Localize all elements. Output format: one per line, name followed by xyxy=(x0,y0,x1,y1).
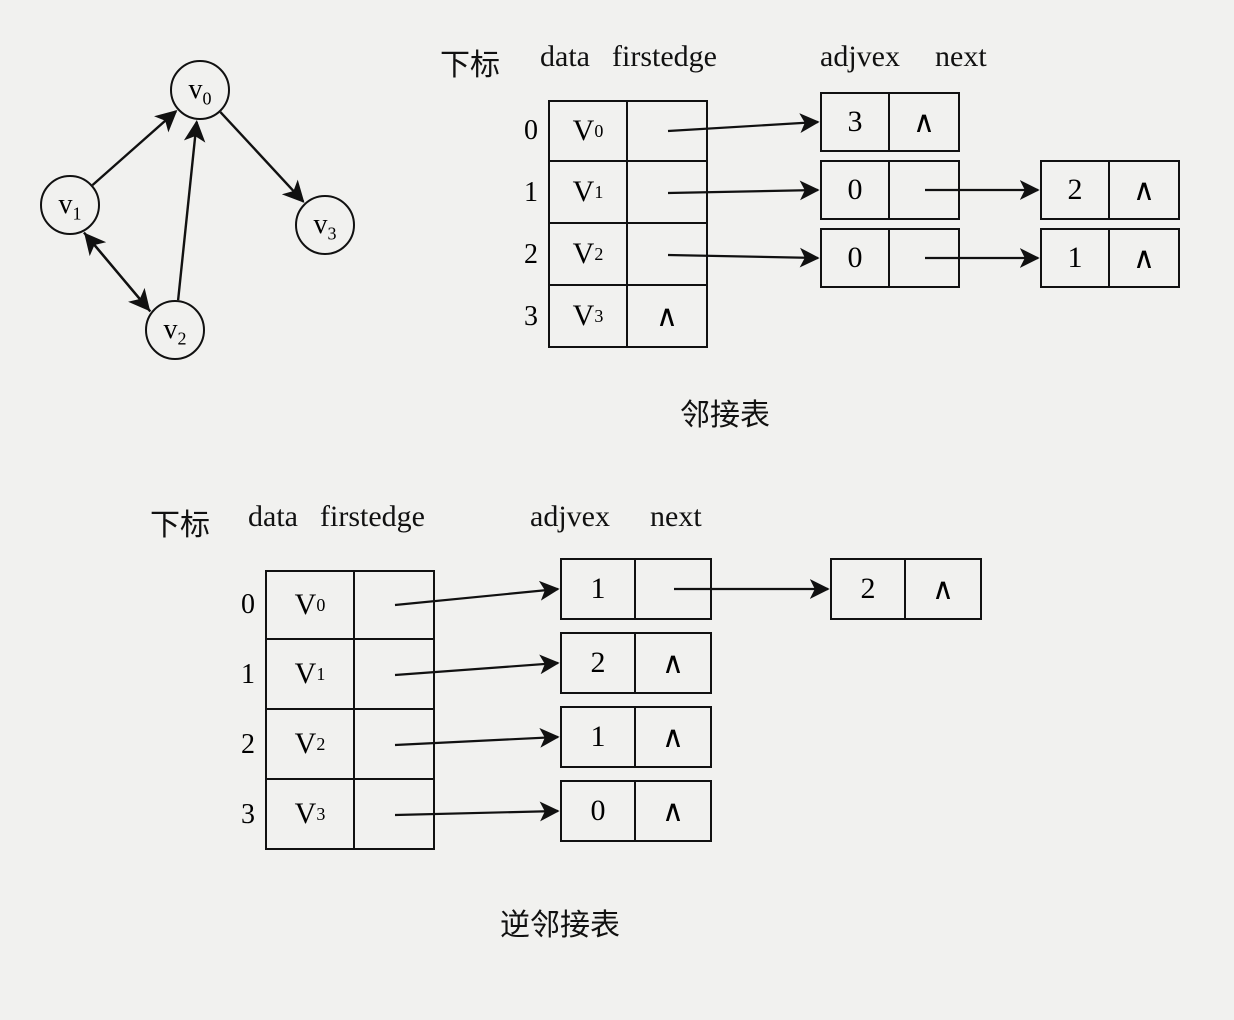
header1-data-label: data xyxy=(540,40,590,74)
edge-next-cell: ∧ xyxy=(1110,160,1180,220)
edge-adjvex-cell: 1 xyxy=(1040,228,1110,288)
vertex-firstedge-cell xyxy=(628,162,708,224)
adj-edge-node: 0 xyxy=(820,228,960,288)
edge-next-cell xyxy=(890,228,960,288)
edge-next-cell: ∧ xyxy=(636,706,712,768)
inv-edge-node: 1∧ xyxy=(560,706,712,768)
header1-index-label: 下标 xyxy=(440,40,500,84)
edge-next-cell: ∧ xyxy=(636,632,712,694)
edge-adjvex-cell: 3 xyxy=(820,92,890,152)
vertex-data-cell: V2 xyxy=(265,710,355,780)
edge-adjvex-cell: 1 xyxy=(560,558,636,620)
header2-index-label: 下标 xyxy=(150,500,210,544)
header1-adjvex-label: adjvex xyxy=(820,40,900,74)
vertex-row: V0 xyxy=(265,570,435,640)
header2-adjvex-label: adjvex xyxy=(530,500,610,534)
vertex-firstedge-cell xyxy=(628,224,708,286)
adj-edge-node: 0 xyxy=(820,160,960,220)
inv-vertex-table: V0V1V2V3 xyxy=(265,570,435,850)
vertex-firstedge-cell xyxy=(355,640,435,710)
edge-next-cell: ∧ xyxy=(1110,228,1180,288)
vertex-data-cell: V3 xyxy=(548,286,628,348)
graph-node-v2: v2 xyxy=(145,300,205,360)
vertex-index: 0 xyxy=(225,589,255,621)
vertex-row: V1 xyxy=(548,162,708,224)
graph-node-label: v1 xyxy=(59,189,82,220)
vertex-row: V1 xyxy=(265,640,435,710)
edge-adjvex-cell: 1 xyxy=(560,706,636,768)
edge-next-cell: ∧ xyxy=(636,780,712,842)
vertex-data-cell: V0 xyxy=(265,570,355,640)
inv-edge-node: 1 xyxy=(560,558,712,620)
edge-next-cell xyxy=(890,160,960,220)
vertex-index: 3 xyxy=(225,799,255,831)
vertex-index: 0 xyxy=(508,115,538,147)
vertex-firstedge-cell xyxy=(355,710,435,780)
header1-firstedge-label: firstedge xyxy=(612,40,717,74)
graph-node-v1: v1 xyxy=(40,175,100,235)
adj-edge-node: 3∧ xyxy=(820,92,960,152)
edge-adjvex-cell: 2 xyxy=(560,632,636,694)
caption-adj: 邻接表 xyxy=(680,390,770,434)
edge-adjvex-cell: 0 xyxy=(820,228,890,288)
vertex-data-cell: V2 xyxy=(548,224,628,286)
vertex-row: V2 xyxy=(265,710,435,780)
inv-edge-node: 0∧ xyxy=(560,780,712,842)
graph-edge-v2-v0 xyxy=(178,122,197,300)
vertex-row: V2 xyxy=(548,224,708,286)
graph-node-label: v0 xyxy=(189,74,212,105)
vertex-index: 1 xyxy=(225,659,255,691)
inv-edge-node: 2∧ xyxy=(560,632,712,694)
vertex-index: 3 xyxy=(508,301,538,333)
graph-node-label: v2 xyxy=(164,314,187,345)
graph-node-label: v3 xyxy=(314,209,337,240)
vertex-data-cell: V1 xyxy=(548,162,628,224)
vertex-firstedge-cell xyxy=(355,780,435,850)
vertex-row: V0 xyxy=(548,100,708,162)
adj-vertex-table: V0V1V2V3∧ xyxy=(548,100,708,348)
graph-edge-v1-v2 xyxy=(84,232,149,310)
vertex-row: V3∧ xyxy=(548,286,708,348)
caption-inv: 逆邻接表 xyxy=(500,900,620,944)
edge-next-cell xyxy=(636,558,712,620)
graph-edge-v0-v3 xyxy=(220,112,303,202)
vertex-firstedge-cell xyxy=(628,100,708,162)
edge-adjvex-cell: 0 xyxy=(560,780,636,842)
vertex-row: V3 xyxy=(265,780,435,850)
edge-adjvex-cell: 2 xyxy=(830,558,906,620)
edge-next-cell: ∧ xyxy=(890,92,960,152)
diagram-root: 下标 data firstedge adjvex next 下标 data firstedge… xyxy=(0,0,1234,1020)
graph-node-v3: v3 xyxy=(295,195,355,255)
vertex-data-cell: V1 xyxy=(265,640,355,710)
vertex-firstedge-cell xyxy=(355,570,435,640)
edge-next-cell: ∧ xyxy=(906,558,982,620)
graph-edge-v2-v1 xyxy=(85,234,150,312)
inv-edge-node: 2∧ xyxy=(830,558,982,620)
vertex-index: 2 xyxy=(225,729,255,761)
adj-edge-node: 2∧ xyxy=(1040,160,1180,220)
edge-adjvex-cell: 2 xyxy=(1040,160,1110,220)
vertex-data-cell: V3 xyxy=(265,780,355,850)
header2-next-label: next xyxy=(650,500,702,534)
vertex-index: 2 xyxy=(508,239,538,271)
header2-data-label: data xyxy=(248,500,298,534)
graph-edge-v1-v0 xyxy=(92,111,176,185)
graph-node-v0: v0 xyxy=(170,60,230,120)
vertex-firstedge-cell: ∧ xyxy=(628,286,708,348)
vertex-index: 1 xyxy=(508,177,538,209)
header2-firstedge-label: firstedge xyxy=(320,500,425,534)
header1-next-label: next xyxy=(935,40,987,74)
adj-edge-node: 1∧ xyxy=(1040,228,1180,288)
vertex-data-cell: V0 xyxy=(548,100,628,162)
edge-adjvex-cell: 0 xyxy=(820,160,890,220)
